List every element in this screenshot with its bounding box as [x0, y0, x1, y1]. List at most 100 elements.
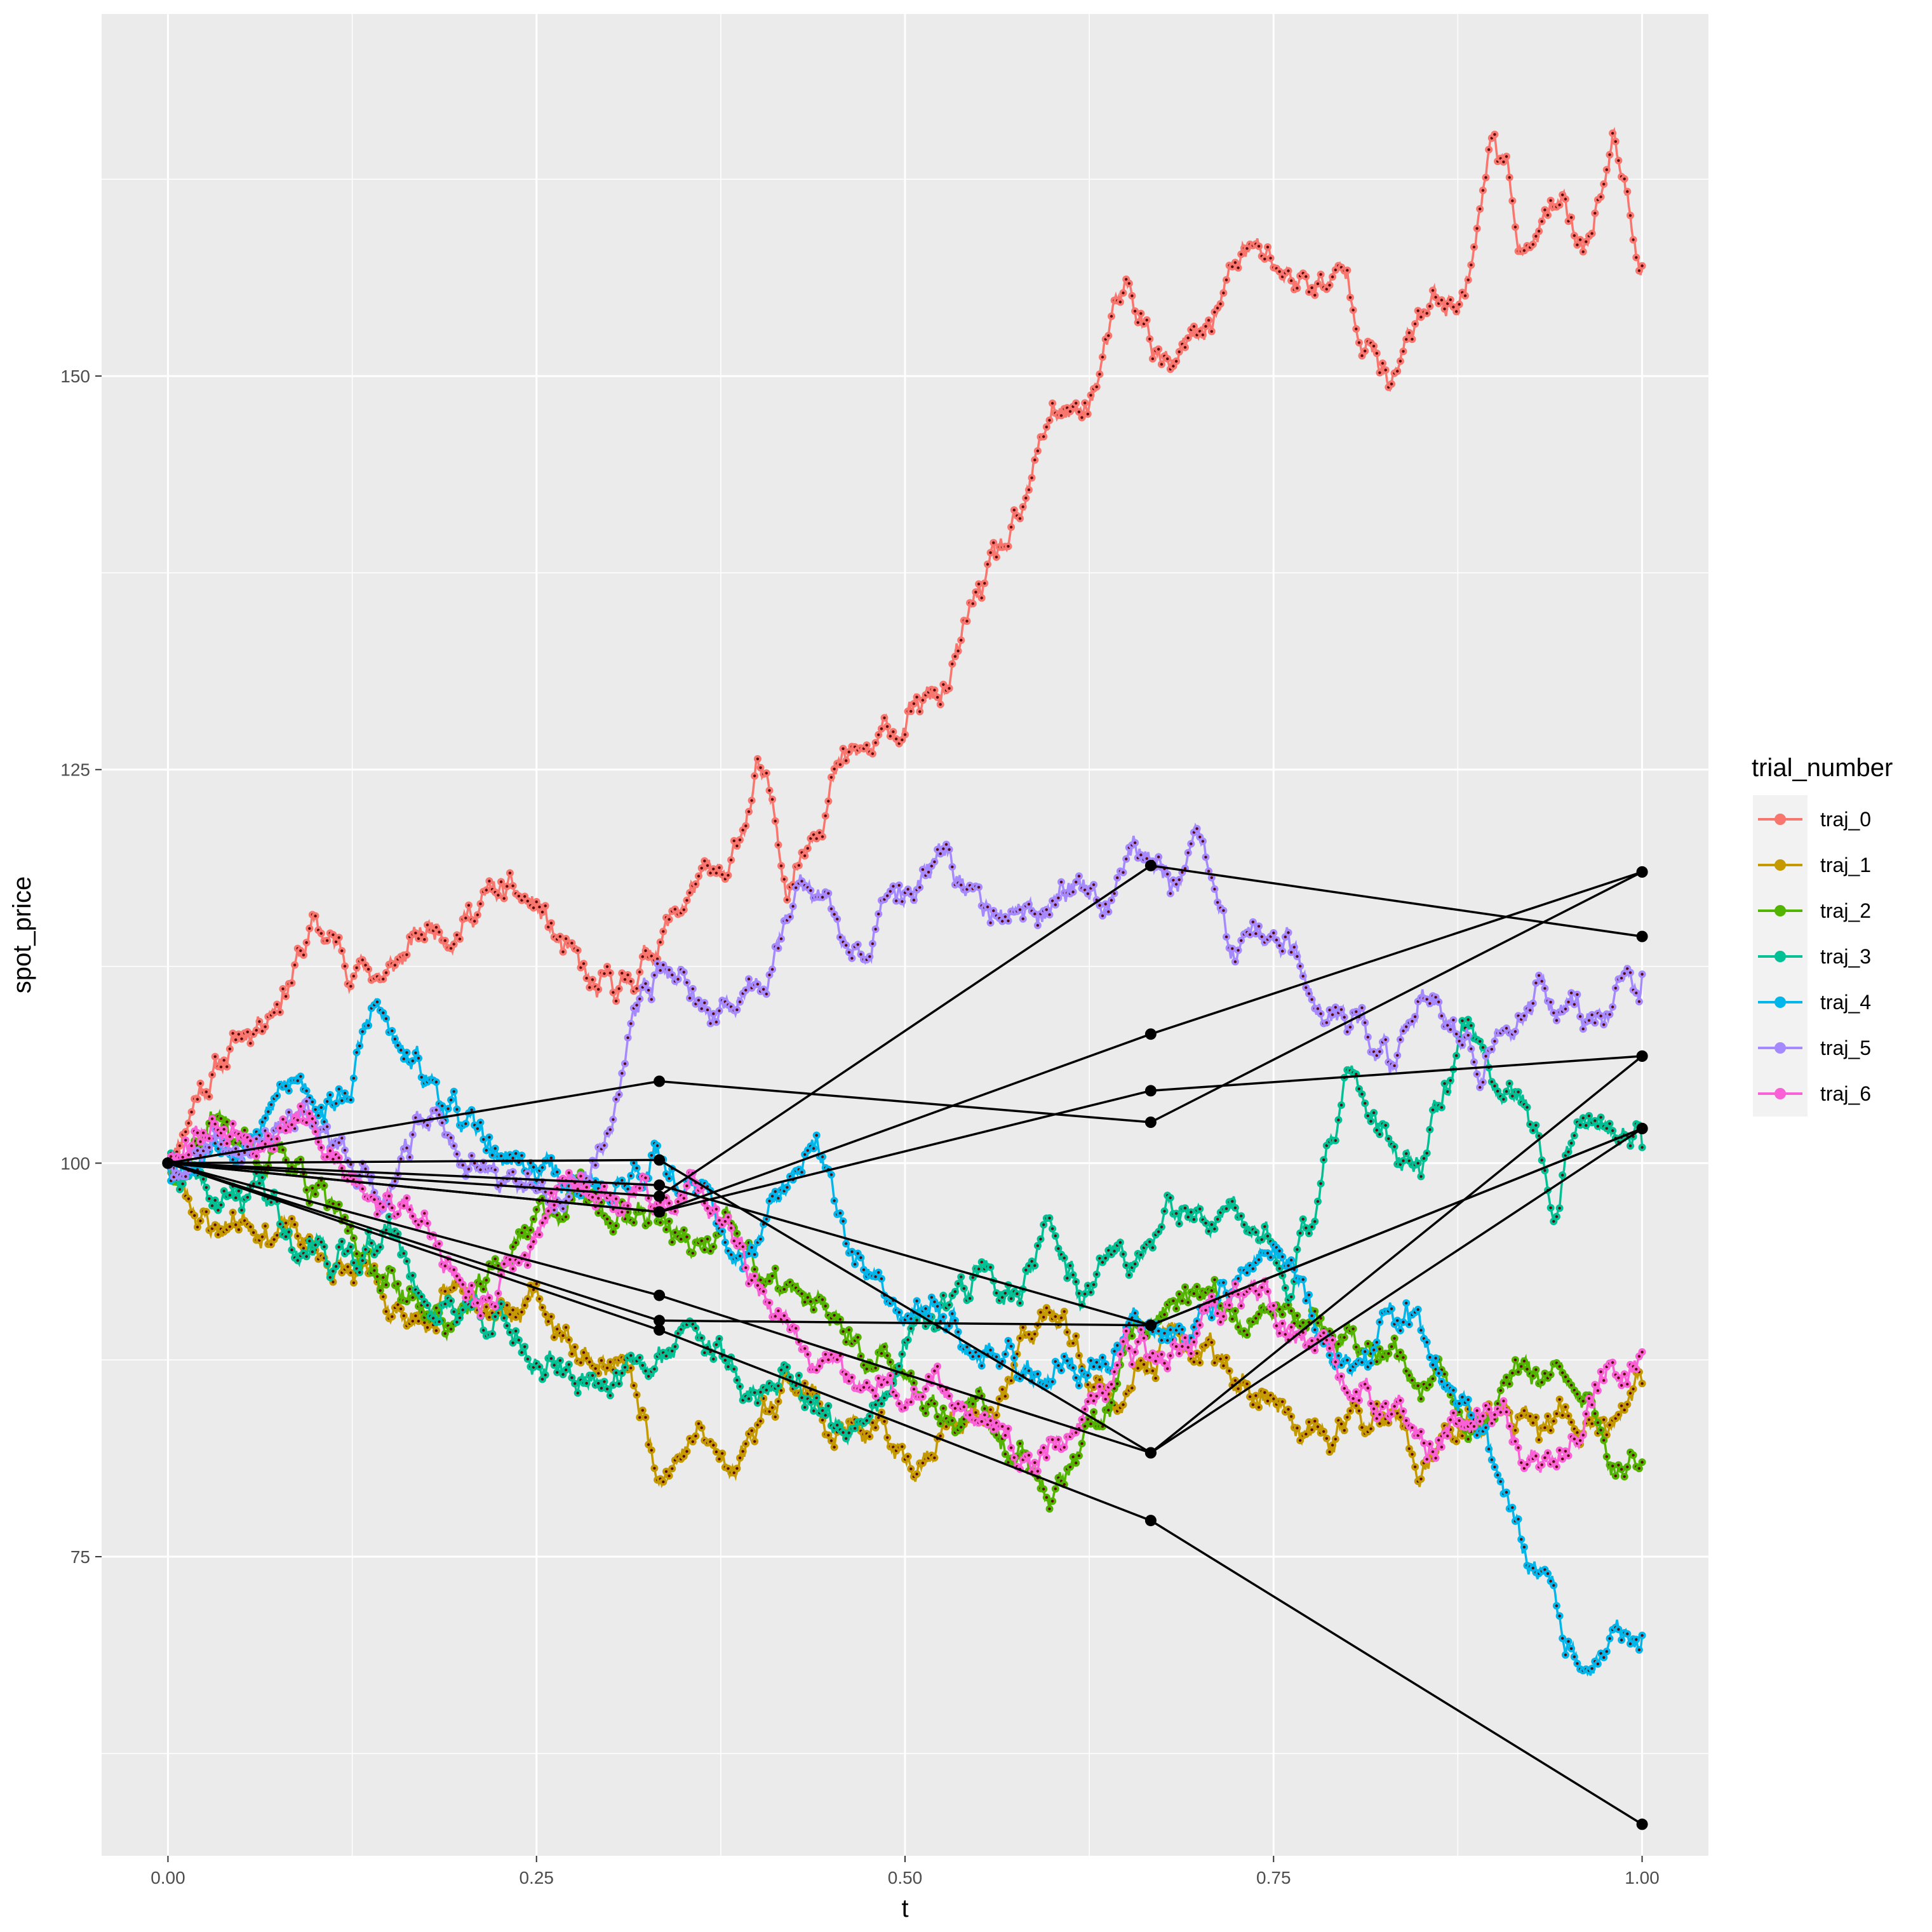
- traj_2-point-center: [314, 1193, 317, 1196]
- traj_4-point-center: [1077, 1384, 1081, 1387]
- traj_0-point-center: [612, 991, 615, 994]
- traj_2-point-center: [1003, 1452, 1007, 1456]
- traj_4-point-center: [549, 1157, 553, 1160]
- traj_1-point-center: [1210, 1341, 1214, 1344]
- traj_4-point-center: [845, 1242, 848, 1245]
- traj_0-point-center: [1231, 265, 1234, 269]
- traj_2-point-center: [1623, 1475, 1626, 1479]
- traj_3-point-center: [1364, 1101, 1367, 1105]
- traj_0-point-center: [1454, 310, 1458, 313]
- traj_3-point-center: [269, 1200, 273, 1204]
- traj_4-point-center: [1569, 1647, 1573, 1650]
- traj_2-point-center: [1366, 1342, 1369, 1345]
- traj_0-point-center: [1101, 356, 1104, 359]
- traj_4-point-center: [488, 1136, 491, 1139]
- traj_2-point-center: [311, 1186, 314, 1190]
- traj_4-point-center: [1496, 1473, 1499, 1477]
- traj_0-point-center: [272, 1011, 276, 1014]
- traj_1-point-center: [1154, 1376, 1157, 1380]
- traj_4-point-center: [384, 1017, 388, 1021]
- traj_1-point-center: [1003, 1395, 1007, 1398]
- traj_4-point-center: [1531, 1566, 1534, 1570]
- traj_3-point-center: [222, 1190, 225, 1193]
- traj_1-point-center: [744, 1442, 748, 1446]
- traj_2-point-center: [1337, 1343, 1340, 1346]
- traj_0-point-center: [1573, 234, 1576, 238]
- traj_4-point-center: [470, 1108, 473, 1111]
- traj_0-point-center: [1637, 269, 1641, 272]
- traj_0-point-center: [1192, 325, 1196, 328]
- traj_3-point-center: [1104, 1256, 1107, 1260]
- traj_3-point-center: [520, 1351, 523, 1354]
- traj_1-point-center: [1305, 1432, 1308, 1436]
- traj_4-point-center: [1431, 1363, 1435, 1367]
- traj_3-point-center: [1322, 1158, 1325, 1162]
- traj_0-point-center: [1419, 316, 1423, 319]
- traj_0-point-center: [414, 931, 417, 935]
- traj_2-point-center: [1611, 1465, 1614, 1468]
- traj_2-point-center: [691, 1252, 695, 1255]
- traj_4-point-center: [1437, 1372, 1440, 1375]
- traj_2-point-center: [1219, 1304, 1222, 1308]
- traj_0-point-center: [1470, 264, 1473, 267]
- traj_4-point-center: [1369, 1362, 1372, 1365]
- traj_0-point-center: [187, 1122, 191, 1125]
- traj_2-point-center: [712, 1245, 715, 1249]
- traj_0-point-center: [1142, 322, 1146, 326]
- traj_3-point-center: [402, 1252, 405, 1255]
- traj_0-point-center: [644, 949, 647, 953]
- traj_0-point-center: [989, 551, 992, 554]
- traj_0-point-center: [735, 844, 739, 848]
- traj_2-point-center: [883, 1345, 886, 1348]
- traj_0-point-center: [293, 963, 297, 967]
- traj_0-point-center: [1240, 253, 1243, 256]
- traj_2-point-center: [774, 1267, 777, 1270]
- traj_0-point-center: [1623, 177, 1626, 180]
- traj_2-point-center: [1233, 1309, 1237, 1313]
- traj_3-point-center: [753, 1391, 756, 1394]
- traj_0-point-center: [703, 859, 706, 862]
- traj_0-point-center: [951, 662, 954, 666]
- traj_0-point-center: [829, 775, 833, 779]
- traj_2-point-center: [1352, 1327, 1355, 1331]
- traj_3-point-center: [540, 1378, 544, 1381]
- traj_2-point-center: [614, 1224, 618, 1228]
- traj_1-point-center: [1375, 1402, 1378, 1405]
- traj_3-point-center: [364, 1248, 367, 1251]
- traj_3-point-center: [1177, 1222, 1181, 1226]
- traj_2-point-center: [1558, 1365, 1561, 1368]
- traj_4-point-center: [768, 1199, 771, 1203]
- traj_0-point-center: [1328, 283, 1331, 287]
- traj_3-point-center: [202, 1177, 205, 1181]
- traj_4-point-center: [942, 1315, 945, 1318]
- traj_4-point-center: [1452, 1388, 1455, 1392]
- traj_2-point-center: [514, 1241, 518, 1244]
- traj_1-point-center: [1411, 1452, 1414, 1456]
- traj_4-point-center: [299, 1075, 302, 1078]
- traj_3-point-center: [1307, 1231, 1311, 1235]
- traj_3-point-center: [387, 1215, 391, 1218]
- traj_2-point-center: [535, 1208, 538, 1211]
- traj_1-point-center: [272, 1238, 276, 1241]
- traj_3-point-center: [1024, 1268, 1028, 1272]
- traj_2-point-center: [951, 1419, 954, 1422]
- traj_3-point-center: [1543, 1169, 1546, 1172]
- traj_0-point-center: [576, 949, 579, 952]
- traj_1-point-center: [1213, 1361, 1216, 1364]
- traj_3-point-center: [1009, 1297, 1013, 1300]
- traj_1-point-center: [1552, 1419, 1555, 1423]
- traj_3-point-center: [603, 1380, 606, 1383]
- traj_1-point-center: [1048, 1311, 1051, 1314]
- traj_0-point-center: [986, 563, 989, 566]
- traj_1-point-center: [1369, 1427, 1372, 1430]
- traj_1-point-center: [1617, 1413, 1620, 1416]
- traj_4-point-center: [924, 1307, 927, 1310]
- traj_1-point-center: [193, 1214, 196, 1218]
- traj_2-point-center: [889, 1360, 892, 1364]
- traj_0-point-center: [1287, 269, 1290, 272]
- traj_0-point-center: [384, 971, 388, 974]
- traj_0-point-center: [1095, 385, 1098, 389]
- traj_0-point-center: [1425, 312, 1428, 315]
- traj_4-point-center: [965, 1345, 969, 1348]
- traj_0-point-center: [228, 1047, 232, 1050]
